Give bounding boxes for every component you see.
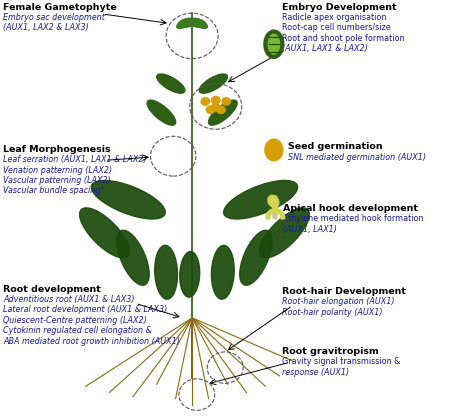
Circle shape bbox=[201, 98, 210, 105]
Text: Apical hook development: Apical hook development bbox=[283, 204, 419, 213]
Text: Root-hair Development: Root-hair Development bbox=[282, 287, 406, 296]
Ellipse shape bbox=[195, 20, 208, 28]
Text: ABA mediated root growth inhibition (AUX1): ABA mediated root growth inhibition (AUX… bbox=[3, 337, 180, 346]
Text: Embryo Development: Embryo Development bbox=[282, 3, 397, 12]
Ellipse shape bbox=[186, 19, 198, 25]
Text: (AUX1, LAX1 & LAX2): (AUX1, LAX1 & LAX2) bbox=[282, 44, 368, 53]
Text: Female Gametophyte: Female Gametophyte bbox=[3, 3, 117, 12]
Ellipse shape bbox=[117, 230, 149, 285]
Ellipse shape bbox=[80, 208, 130, 258]
Text: Cytokinin regulated cell elongation &: Cytokinin regulated cell elongation & bbox=[3, 326, 152, 335]
Text: Root gravitropism: Root gravitropism bbox=[282, 347, 379, 356]
Ellipse shape bbox=[157, 74, 185, 93]
Ellipse shape bbox=[211, 245, 234, 299]
Text: Root and shoot pole formation: Root and shoot pole formation bbox=[282, 34, 404, 43]
Text: (AUX1, LAX1): (AUX1, LAX1) bbox=[283, 225, 337, 234]
Text: Root development: Root development bbox=[3, 285, 101, 294]
Ellipse shape bbox=[268, 34, 280, 54]
Text: Root-hair elongation (AUX1): Root-hair elongation (AUX1) bbox=[282, 297, 394, 306]
Text: Embryo sac development: Embryo sac development bbox=[3, 13, 105, 22]
Text: Seed germination: Seed germination bbox=[288, 143, 383, 151]
Text: response (AUX1): response (AUX1) bbox=[282, 368, 349, 376]
Ellipse shape bbox=[188, 18, 206, 27]
Text: Vascular bundle spacing*: Vascular bundle spacing* bbox=[3, 186, 105, 196]
Ellipse shape bbox=[265, 139, 283, 161]
Text: Lateral root development (AUX1 & LAX3): Lateral root development (AUX1 & LAX3) bbox=[3, 305, 167, 314]
Text: Quiescent-Centre patterning (LAX2): Quiescent-Centre patterning (LAX2) bbox=[3, 316, 147, 325]
Ellipse shape bbox=[264, 30, 284, 58]
Text: Radicle apex organisation: Radicle apex organisation bbox=[282, 13, 386, 22]
Circle shape bbox=[222, 98, 230, 105]
Circle shape bbox=[217, 106, 225, 114]
Text: Leaf serration (AUX1, LAX1 & LAX2): Leaf serration (AUX1, LAX1 & LAX2) bbox=[3, 155, 146, 164]
Ellipse shape bbox=[259, 208, 310, 258]
Text: Adventitious root (AUX1 & LAX3): Adventitious root (AUX1 & LAX3) bbox=[3, 295, 135, 304]
Ellipse shape bbox=[147, 100, 176, 125]
Text: SNL mediated germination (AUX1): SNL mediated germination (AUX1) bbox=[288, 153, 426, 162]
Ellipse shape bbox=[240, 230, 272, 285]
Ellipse shape bbox=[268, 196, 279, 208]
Ellipse shape bbox=[199, 74, 228, 93]
Ellipse shape bbox=[155, 245, 177, 299]
Text: Root-hair polarity (AUX1): Root-hair polarity (AUX1) bbox=[282, 307, 383, 317]
Circle shape bbox=[211, 97, 220, 104]
Ellipse shape bbox=[91, 181, 165, 219]
Text: Vascular patterning (LAX2): Vascular patterning (LAX2) bbox=[3, 176, 111, 185]
Text: (AUX1, LAX2 & LAX3): (AUX1, LAX2 & LAX3) bbox=[3, 23, 89, 32]
Ellipse shape bbox=[209, 100, 237, 125]
Ellipse shape bbox=[178, 18, 197, 27]
Text: Leaf Morphogenesis: Leaf Morphogenesis bbox=[3, 145, 111, 154]
Text: Root-cap cell numbers/size: Root-cap cell numbers/size bbox=[282, 23, 391, 32]
Text: Ethylene mediated hook formation: Ethylene mediated hook formation bbox=[283, 214, 424, 223]
Text: Gravity signal transmission &: Gravity signal transmission & bbox=[282, 357, 400, 366]
Text: Venation patterning (LAX2): Venation patterning (LAX2) bbox=[3, 166, 112, 175]
Circle shape bbox=[206, 106, 215, 114]
Ellipse shape bbox=[224, 181, 298, 219]
Ellipse shape bbox=[180, 252, 200, 297]
Ellipse shape bbox=[177, 20, 190, 28]
Circle shape bbox=[211, 104, 220, 111]
